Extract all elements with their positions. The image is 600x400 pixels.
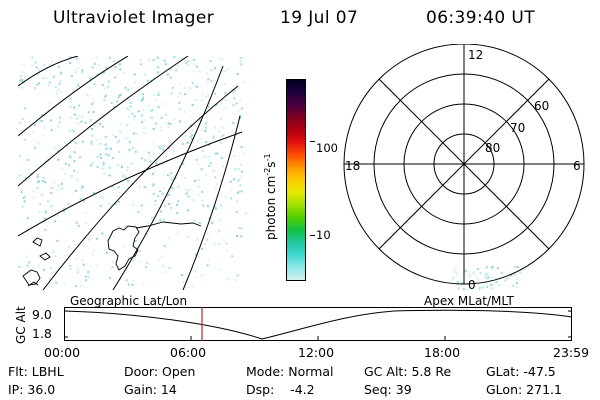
info-dsp: Dsp: -4.2 — [246, 382, 315, 397]
altitude-curve — [64, 309, 572, 340]
polar-label-18: 18 — [345, 159, 360, 173]
uv-emission-speckle — [18, 56, 248, 288]
polar-label-6: 6 — [573, 159, 581, 173]
polar-label-12: 12 — [468, 48, 483, 62]
coastline — [22, 221, 202, 287]
colorbar-label-100: 100 — [316, 141, 338, 155]
info-door: Door: Open — [124, 364, 196, 379]
info-filter: Flt: LBHL — [8, 364, 64, 379]
apex-label: Apex MLat/MLT — [424, 294, 514, 308]
colorbar-label-10: 10 — [316, 228, 331, 242]
info-gain: Gain: 14 — [124, 382, 177, 397]
colorbar-unit-text: photon cm-2s-1 — [263, 153, 278, 240]
color-scale-bar — [286, 79, 306, 281]
colorbar-tick-100 — [310, 141, 315, 142]
geo-map-label: Geographic Lat/Lon — [70, 294, 188, 308]
info-gc-alt: GC Alt: 5.8 Re — [364, 364, 452, 379]
geo-map-panel — [18, 56, 248, 290]
date-label: 19 Jul 07 — [280, 8, 359, 28]
imager-title: Ultraviolet Imager — [53, 8, 215, 28]
polar-axis-diag2 — [378, 78, 550, 250]
info-ip: IP: 36.0 — [8, 382, 56, 397]
info-mode: Mode: Normal — [246, 364, 334, 379]
polar-mlat-mlt-plot: 12 18 6 0 60 70 80 — [343, 44, 585, 292]
polar-ring-label-70: 70 — [510, 121, 525, 135]
time-label: 06:39:40 UT — [426, 8, 535, 28]
altitude-ylabel: GC Alt — [14, 306, 28, 344]
colorbar-tick-10 — [310, 235, 315, 236]
altitude-xtick-2359: 23:59 — [553, 345, 590, 360]
polar-ring-label-60: 60 — [534, 99, 549, 113]
altitude-plot — [64, 307, 572, 341]
altitude-xtick-1800: 18:00 — [424, 345, 461, 360]
altitude-ytick-bottom: 1.8 — [32, 326, 52, 341]
info-seq: Seq: 39 — [364, 382, 412, 397]
polar-label-0: 0 — [468, 278, 476, 292]
altitude-xtick-1200: 12:00 — [298, 345, 335, 360]
lat-lon-grid — [18, 56, 243, 290]
polar-ring-label-80: 80 — [485, 141, 500, 155]
altitude-xtick-0600: 06:00 — [170, 345, 207, 360]
colorbar-unit-label: photon cm-2s-1 — [263, 153, 278, 240]
info-glon: GLon: 271.1 — [486, 382, 562, 397]
polar-emission-speckle — [450, 266, 522, 290]
altitude-xtick-0000: 00:00 — [44, 345, 81, 360]
info-glat: GLat: -47.5 — [486, 364, 556, 379]
altitude-ytick-top: 9.0 — [32, 307, 52, 322]
